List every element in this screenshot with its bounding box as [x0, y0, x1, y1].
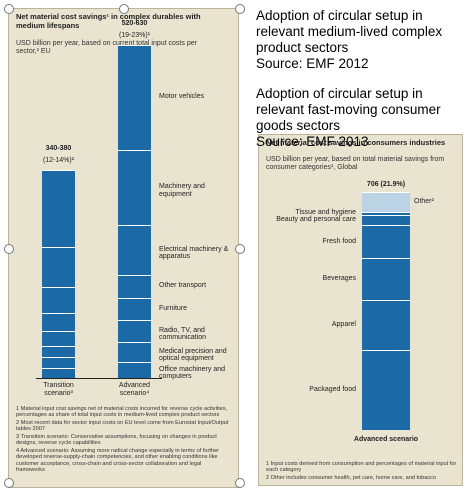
category-label: Advanced scenario — [353, 436, 419, 443]
caption-source: Source: EMF 2013 — [256, 134, 369, 149]
segment-label: Machinery and equipment — [159, 183, 205, 198]
segment-label: Apparel — [331, 321, 356, 329]
resize-handle[interactable] — [235, 478, 245, 488]
resize-handle[interactable] — [4, 244, 14, 254]
chart-panel — [258, 134, 463, 486]
segment-label: Electrical machinery & apparatus — [159, 245, 229, 261]
total-label: 520-630 — [121, 20, 148, 27]
resize-handle[interactable] — [4, 4, 14, 14]
segment-label: Furniture — [159, 304, 188, 312]
bar-segment — [362, 192, 410, 212]
bar-segment — [118, 224, 151, 275]
segment-label: Packaged food — [309, 386, 356, 394]
bar-segment — [362, 214, 410, 226]
bar-segment — [42, 246, 75, 288]
bar-segment — [362, 225, 410, 259]
axis-line — [36, 378, 162, 379]
segment-label: Beauty and personal care — [276, 215, 356, 223]
bar-segment — [362, 350, 410, 430]
bar-segment — [42, 356, 75, 368]
caption-source: Source: EMF 2012 — [256, 56, 369, 71]
segment-label: Office machinery and computers — [159, 365, 226, 381]
caption: Adoption of circular setup in relevant m… — [256, 8, 456, 72]
segment-label: Fresh food — [322, 237, 356, 245]
total-label: 706 (21.9%) — [366, 181, 406, 188]
resize-handle[interactable] — [4, 478, 14, 488]
resize-handle[interactable] — [235, 4, 245, 14]
footnote: 1 Input costs derived from consumption a… — [266, 461, 457, 474]
chart-subtitle: USD billion per year, based on total mat… — [266, 156, 445, 171]
bar-segment — [42, 169, 75, 247]
category-label: Advanced scenario⁴ — [118, 382, 151, 397]
bar-segment — [118, 274, 151, 298]
bar-segment — [42, 367, 75, 378]
caption-text: Adoption of circular setup in relevant m… — [256, 8, 443, 55]
footnote: 3 Transition scenario: Conservative assu… — [16, 434, 217, 447]
bar-segment — [42, 287, 75, 313]
bar-segment — [42, 345, 75, 357]
segment-label: Tissue and hygiene — [295, 209, 356, 217]
segment-label: Beverages — [322, 275, 356, 283]
caption-text: Adoption of circular setup in relevant f… — [256, 86, 441, 133]
bar-segment — [118, 361, 151, 378]
total-label: (19-23%)¹ — [118, 32, 151, 39]
total-label: 340-380 — [45, 144, 72, 152]
total-label: (12-14%)² — [42, 156, 75, 164]
segment-label: Motor vehicles — [159, 93, 205, 101]
bar-segment — [118, 341, 151, 362]
footnote: 2 Most recent data for sector input cost… — [16, 420, 229, 433]
segment-label: Other² — [414, 197, 434, 205]
bar-segment — [118, 45, 151, 150]
bar-segment — [118, 319, 151, 342]
bar-segment — [362, 300, 410, 351]
caption: Adoption of circular setup in relevant f… — [256, 86, 466, 150]
bar-segment — [118, 149, 151, 225]
chart-title: Net material cost savings¹ in complex du… — [16, 12, 201, 30]
footnote: 1 Material input cost savings net of mat… — [16, 406, 228, 419]
footnote: 4 Advanced scenario: Assuming more radic… — [16, 448, 220, 474]
segment-label: Other transport — [159, 282, 207, 290]
resize-handle[interactable] — [119, 4, 129, 14]
bar-segment — [42, 331, 75, 346]
chart-title: Net material cost savings in consumers i… — [266, 138, 446, 147]
footnote: 2 Other includes consumer health, pet ca… — [266, 475, 437, 481]
chart-subtitle: USD billion per year, based on current t… — [16, 40, 197, 55]
resize-handle[interactable] — [235, 244, 245, 254]
bar-segment — [42, 312, 75, 332]
bar-segment — [362, 211, 410, 215]
segment-label: Medical precision and optical equipment — [159, 347, 227, 363]
category-label: Transition scenario³ — [43, 382, 74, 397]
bar-segment — [118, 297, 151, 320]
segment-label: Radio, TV, and communication — [159, 326, 207, 342]
bar-segment — [362, 258, 410, 301]
